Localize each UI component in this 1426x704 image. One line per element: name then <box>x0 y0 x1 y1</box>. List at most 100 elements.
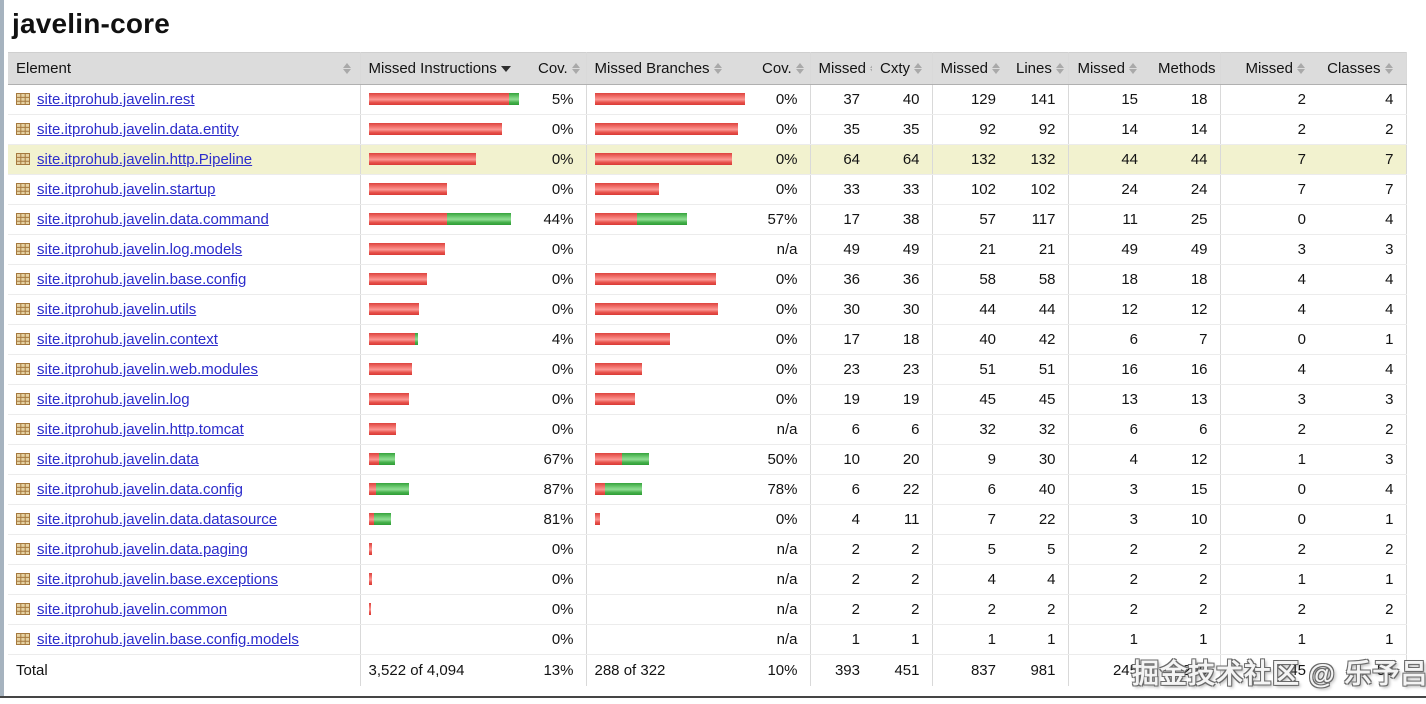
total-missed-classes: 45 <box>1220 654 1318 686</box>
header-lines[interactable]: Lines <box>1008 52 1069 85</box>
package-link[interactable]: site.itprohub.javelin.base.exceptions <box>37 571 278 588</box>
table-row: site.itprohub.javelin.utils 0% 0% 30 30 44 44 1… <box>8 294 1407 325</box>
branches-bar-cell <box>586 294 754 325</box>
package-link[interactable]: site.itprohub.javelin.log <box>37 391 190 408</box>
missed-classes-cell: 1 <box>1220 444 1318 475</box>
package-link[interactable]: site.itprohub.javelin.data.datasource <box>37 511 278 528</box>
instructions-bar-cell <box>360 264 530 295</box>
instructions-coverage-cell: 0% <box>530 354 587 385</box>
missed-bar-segment <box>594 213 637 225</box>
lines-cell: 51 <box>1008 354 1069 385</box>
package-link[interactable]: site.itprohub.javelin.data.paging <box>37 541 248 558</box>
coverage-bar <box>368 235 523 264</box>
branches-coverage-cell: n/a <box>754 564 811 595</box>
header-missed-classes[interactable]: Missed <box>1220 52 1318 85</box>
branches-bar-cell <box>586 204 754 235</box>
missed-lines-cell: 132 <box>932 144 1008 175</box>
header-label: Missed Instructions <box>368 60 497 77</box>
header-instructions-coverage[interactable]: Cov. <box>530 52 587 85</box>
branches-bar-cell <box>586 444 754 475</box>
header-label: Cov. <box>762 60 792 77</box>
instructions-bar-cell <box>360 444 530 475</box>
element-cell: site.itprohub.javelin.data.datasource <box>8 504 361 535</box>
package-link[interactable]: site.itprohub.javelin.http.tomcat <box>37 421 244 438</box>
header-missed-instructions[interactable]: Missed Instructions <box>360 52 530 85</box>
package-link[interactable]: site.itprohub.javelin.data.config <box>37 481 243 498</box>
header-methods[interactable]: Methods <box>1150 52 1221 85</box>
missed-lines-cell: 7 <box>932 504 1008 535</box>
package-link[interactable]: site.itprohub.javelin.web.modules <box>37 361 258 378</box>
instructions-coverage-cell: 5% <box>530 84 587 115</box>
missed-classes-cell: 0 <box>1220 204 1318 235</box>
header-missed-lines[interactable]: Missed <box>932 52 1008 85</box>
header-missed-methods[interactable]: Missed <box>1068 52 1150 85</box>
package-link[interactable]: site.itprohub.javelin.data.entity <box>37 121 239 138</box>
cxty-cell: 2 <box>872 594 933 625</box>
branches-bar-cell <box>586 384 754 415</box>
missed-classes-cell: 2 <box>1220 414 1318 445</box>
branches-bar-cell <box>586 324 754 355</box>
missed-methods-cell: 4 <box>1068 444 1150 475</box>
missed-bar-segment <box>368 303 419 315</box>
missed-bar-segment <box>368 393 409 405</box>
missed-classes-cell: 0 <box>1220 324 1318 355</box>
header-element[interactable]: Element <box>8 52 361 85</box>
header-missed-branches[interactable]: Missed Branches <box>586 52 754 85</box>
package-icon <box>16 362 30 376</box>
instructions-bar-cell <box>360 174 530 205</box>
missed-bar-segment <box>368 423 396 435</box>
missed-bar-segment <box>594 453 622 465</box>
element-cell: site.itprohub.javelin.web.modules <box>8 354 361 385</box>
instructions-coverage-cell: 0% <box>530 114 587 145</box>
package-link[interactable]: site.itprohub.javelin.common <box>37 601 228 618</box>
package-link[interactable]: site.itprohub.javelin.log.models <box>37 241 243 258</box>
cxty-cell: 2 <box>872 564 933 595</box>
missed-classes-cell: 1 <box>1220 564 1318 595</box>
branches-bar-cell <box>586 234 754 265</box>
coverage-bar <box>368 565 523 594</box>
methods-cell: 7 <box>1150 324 1221 355</box>
header-classes[interactable]: Classes <box>1318 52 1407 85</box>
header-missed-cxty[interactable]: Missed <box>810 52 872 85</box>
package-link[interactable]: site.itprohub.javelin.http.Pipeline <box>37 151 253 168</box>
table-row: site.itprohub.javelin.log 0% 0% 19 19 45 45 13 1… <box>8 384 1407 415</box>
missed-lines-cell: 44 <box>932 294 1008 325</box>
classes-cell: 2 <box>1318 594 1407 625</box>
branches-coverage-cell: 0% <box>754 324 811 355</box>
package-link[interactable]: site.itprohub.javelin.utils <box>37 301 197 318</box>
element-cell: site.itprohub.javelin.startup <box>8 174 361 205</box>
package-link[interactable]: site.itprohub.javelin.base.config.models <box>37 631 299 648</box>
covered-bar-segment <box>508 93 519 105</box>
coverage-bar <box>594 85 747 114</box>
cxty-cell: 49 <box>872 234 933 265</box>
methods-cell: 13 <box>1150 384 1221 415</box>
package-link[interactable]: site.itprohub.javelin.context <box>37 331 218 348</box>
package-link[interactable]: site.itprohub.javelin.startup <box>37 181 216 198</box>
missed-classes-cell: 7 <box>1220 174 1318 205</box>
instructions-coverage-cell: 0% <box>530 294 587 325</box>
missed-lines-cell: 1 <box>932 624 1008 655</box>
branches-coverage-cell: n/a <box>754 594 811 625</box>
missed-cxty-cell: 37 <box>810 84 872 115</box>
package-link[interactable]: site.itprohub.javelin.data.command <box>37 211 269 228</box>
package-icon <box>16 242 30 256</box>
header-branches-coverage[interactable]: Cov. <box>754 52 811 85</box>
package-icon <box>16 572 30 586</box>
classes-cell: 4 <box>1318 84 1407 115</box>
missed-cxty-cell: 17 <box>810 324 872 355</box>
table-row: site.itprohub.javelin.startup 0% 0% 33 33 102… <box>8 174 1407 205</box>
coverage-table-body: site.itprohub.javelin.rest 5% 0% 37 40 129 141… <box>8 84 1407 655</box>
total-missed-lines: 837 <box>932 654 1008 686</box>
missed-lines-cell: 32 <box>932 414 1008 445</box>
package-link[interactable]: site.itprohub.javelin.rest <box>37 91 195 108</box>
package-icon <box>16 392 30 406</box>
methods-cell: 15 <box>1150 474 1221 505</box>
header-cxty[interactable]: Cxty <box>872 52 933 85</box>
element-cell: site.itprohub.javelin.http.Pipeline <box>8 144 361 175</box>
instructions-bar-cell <box>360 624 530 655</box>
missed-bar-segment <box>594 303 718 315</box>
package-link[interactable]: site.itprohub.javelin.base.config <box>37 271 247 288</box>
package-link[interactable]: site.itprohub.javelin.data <box>37 451 199 468</box>
coverage-bar <box>368 415 523 444</box>
methods-cell: 14 <box>1150 114 1221 145</box>
